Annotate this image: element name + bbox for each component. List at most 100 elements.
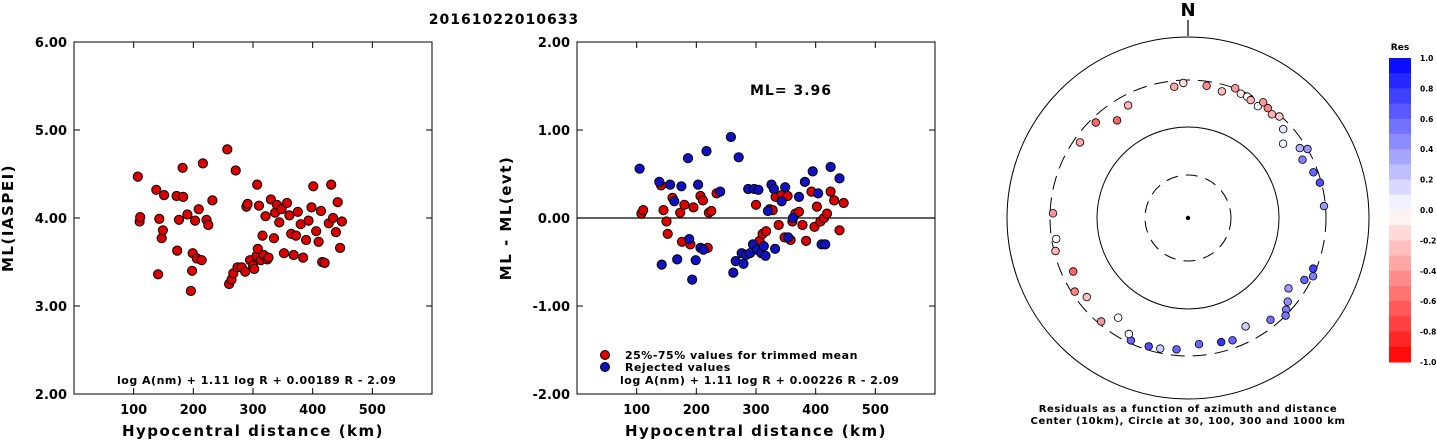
ml-point: [178, 191, 189, 202]
colorbar-swatch: [1389, 286, 1411, 302]
station-point: [1284, 284, 1293, 293]
residual-x-tick-label: 100: [623, 403, 650, 418]
station-point: [1278, 124, 1288, 134]
station-residual-points: [1048, 78, 1329, 354]
station-point: [1202, 81, 1211, 90]
station-point: [1278, 139, 1288, 148]
colorbar-swatch: [1389, 118, 1411, 135]
residual-rejected-point: [825, 161, 836, 173]
station-point: [1070, 287, 1079, 296]
colorbar-tick-label: -0.6: [1420, 297, 1436, 306]
ml-point: [288, 249, 299, 261]
colorbar-swatch: [1389, 134, 1411, 150]
residual-point: [793, 206, 805, 217]
ml-point: [336, 216, 347, 227]
ml-point: [177, 162, 188, 173]
ml-point: [308, 181, 319, 192]
residual-rejected-point: [780, 182, 791, 193]
station-point: [1169, 82, 1179, 91]
residual-rejected-point: [690, 255, 701, 266]
station-point: [1096, 317, 1106, 326]
residual-point: [821, 208, 833, 219]
colorbar-tick-label: 0.0: [1420, 206, 1433, 215]
colorbar-swatch: [1389, 331, 1411, 348]
residual-rejected-point: [682, 153, 694, 164]
residual-rejected-point: [813, 188, 824, 199]
ml-points: [132, 144, 347, 297]
station-point: [1246, 95, 1255, 105]
ml-x-tick-label: 400: [299, 403, 326, 418]
ml-point: [242, 198, 253, 209]
station-point: [1194, 340, 1204, 349]
residual-rejected-point: [676, 181, 687, 192]
residual-rejected-point: [762, 205, 774, 217]
ml-point: [332, 197, 343, 208]
residual-rejected-point: [693, 179, 704, 190]
station-point: [1068, 267, 1078, 276]
ml-point: [281, 197, 293, 209]
station-point: [1241, 322, 1250, 331]
ml-point: [182, 209, 193, 220]
legend-label-rejected: Rejected values: [625, 361, 731, 374]
station-point: [1230, 84, 1240, 93]
plot-frame-ml: [73, 41, 433, 395]
ml-point: [330, 227, 341, 238]
residual-rejected-point: [701, 146, 712, 157]
station-point: [1113, 313, 1123, 322]
colorbar-tick-label: -1.0: [1420, 358, 1436, 367]
ml-point: [326, 179, 337, 190]
axis-ticks-ml: 100 200 300 400 500 2.00 3.00 4.00 5.00 6.00: [35, 36, 432, 418]
ml-point: [159, 190, 170, 201]
residual-rejected-point: [776, 196, 787, 207]
ml-point: [260, 211, 271, 222]
ml-point: [249, 263, 260, 275]
residual-y-tick-label: 0.00: [538, 212, 570, 227]
ml-point: [173, 214, 185, 225]
residual-rejected-point: [787, 212, 799, 224]
ml-point: [298, 252, 309, 263]
ml-x-tick-label: 200: [180, 403, 207, 418]
ml-x-tick-label: 300: [239, 403, 266, 418]
ml-point: [240, 266, 251, 277]
residual-point: [661, 216, 672, 227]
ml-point: [313, 236, 324, 247]
station-point: [1075, 138, 1085, 147]
ml-point: [253, 200, 265, 211]
station-point: [1315, 178, 1325, 187]
colorbar-tick-label: 1.0: [1420, 54, 1433, 63]
ml-point: [306, 202, 317, 213]
residual-point: [697, 195, 709, 206]
station-point: [1283, 297, 1292, 306]
legend-marker-rejected: [600, 362, 610, 372]
ml-point: [230, 165, 241, 176]
ml-point: [278, 248, 290, 259]
residual-point: [679, 199, 690, 210]
station-point: [1295, 143, 1304, 153]
ml-x-tick-label: 100: [120, 403, 147, 418]
ml-vs-distance-panel: 100 200 300 400 500 2.00 3.00 4.00 5.00 6.00 ML(I…: [0, 36, 433, 440]
ml-point: [257, 230, 268, 241]
colorbar-tick-label: -0.4: [1420, 267, 1436, 276]
ml-point: [132, 171, 143, 182]
ml-y-tick-label: 4.00: [35, 212, 67, 227]
ml-point: [311, 226, 322, 237]
station-point: [1228, 336, 1237, 345]
colorbar-swatch: [1389, 88, 1411, 105]
residual-point: [834, 225, 845, 236]
residual-rejected-point: [733, 152, 744, 163]
residual-rejected-point: [793, 191, 805, 202]
ring-300km: [1049, 79, 1327, 357]
residual-x-tick-label: 300: [742, 403, 769, 418]
colorbar-swatch: [1389, 240, 1411, 257]
ml-x-tick-label: 500: [359, 403, 386, 418]
residual-x-axis-label: Hypocentral distance (km): [625, 422, 887, 440]
colorbar-swatch: [1389, 103, 1411, 120]
residual-rejected-point: [807, 166, 818, 177]
colorbar-tick-label: 0.8: [1420, 84, 1433, 93]
residual-rejected-point: [656, 259, 667, 270]
residual-point: [750, 199, 762, 210]
residual-x-tick-label: 200: [683, 403, 710, 418]
residual-point: [662, 228, 673, 239]
ml-point: [303, 215, 314, 226]
ml-value-label: ML= 3.96: [750, 83, 832, 99]
